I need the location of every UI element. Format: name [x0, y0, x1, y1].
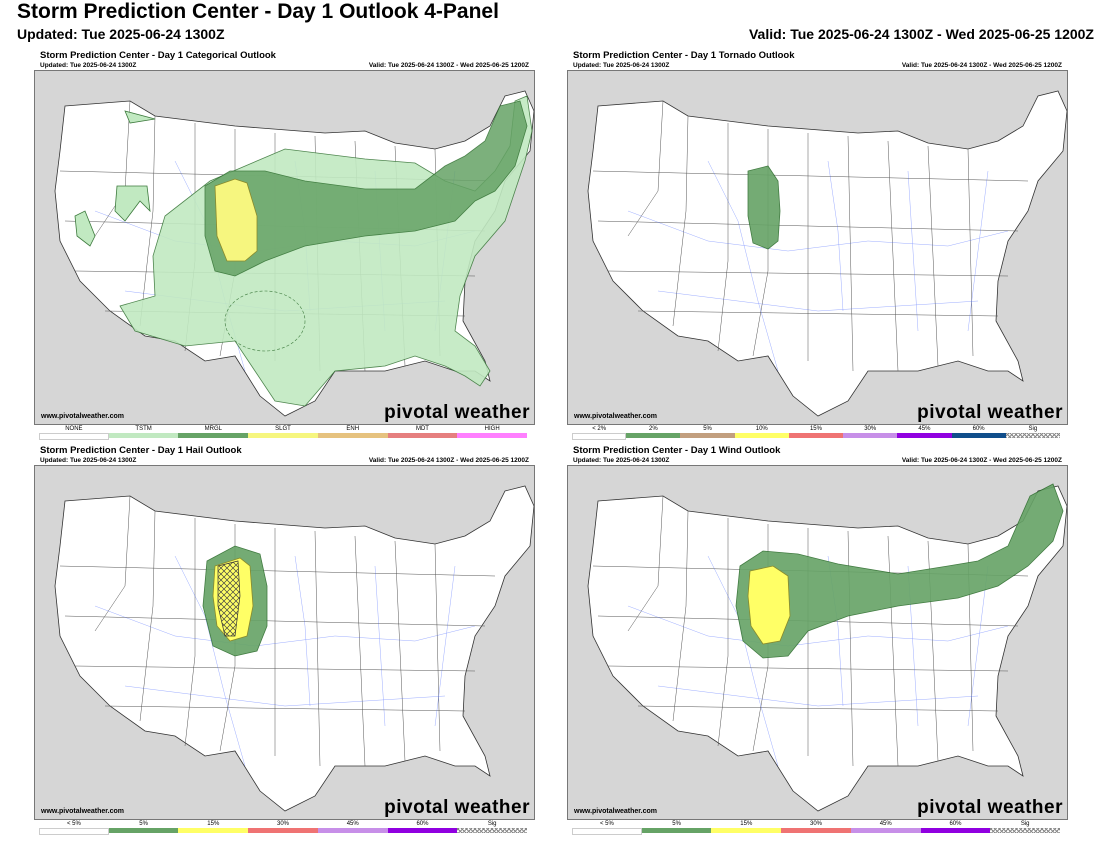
- panel-updated: Updated: Tue 2025-06-24 1300Z: [40, 457, 137, 464]
- panel-valid: Valid: Tue 2025-06-24 1300Z - Wed 2025-0…: [368, 457, 529, 464]
- map-wind[interactable]: www.pivotalweather.com pivotal weather: [567, 465, 1068, 820]
- legend-item: ENH: [317, 426, 388, 438]
- panel-title: Storm Prediction Center - Day 1 Tornado …: [573, 50, 795, 61]
- site-credit: www.pivotalweather.com: [574, 413, 657, 420]
- panel-updated: Updated: Tue 2025-06-24 1300Z: [573, 457, 670, 464]
- legend-item: NONE: [39, 426, 109, 440]
- panel-wind: Storm Prediction Center - Day 1 Wind Out…: [567, 445, 1068, 835]
- brand-logo: pivotal weather: [917, 797, 1063, 818]
- panel-updated: Updated: Tue 2025-06-24 1300Z: [573, 62, 670, 69]
- panel-tornado: Storm Prediction Center - Day 1 Tornado …: [567, 50, 1068, 440]
- map-canvas: [568, 466, 1067, 819]
- page-title: Storm Prediction Center - Day 1 Outlook …: [17, 0, 499, 23]
- legend-item: 30%: [248, 821, 318, 833]
- panel-title: Storm Prediction Center - Day 1 Categori…: [40, 50, 276, 61]
- legend-item: 10%: [734, 426, 789, 438]
- legend-item: < 2%: [572, 426, 627, 440]
- panel-valid: Valid: Tue 2025-06-24 1300Z - Wed 2025-0…: [901, 457, 1062, 464]
- legend-item: 15%: [711, 821, 782, 833]
- legend-item: < 5%: [572, 821, 642, 835]
- legend-item: 60%: [387, 821, 458, 833]
- legend-item: 5%: [641, 821, 712, 833]
- legend-item: 45%: [897, 426, 952, 438]
- legend-item: 30%: [781, 821, 851, 833]
- updated-time: Updated: Tue 2025-06-24 1300Z: [17, 26, 225, 42]
- legend-item: MDT: [387, 426, 458, 438]
- map-canvas: [35, 71, 534, 424]
- panel-title: Storm Prediction Center - Day 1 Wind Out…: [573, 445, 781, 456]
- valid-time: Valid: Tue 2025-06-24 1300Z - Wed 2025-0…: [748, 26, 1094, 42]
- map-canvas: [35, 466, 534, 819]
- site-credit: www.pivotalweather.com: [41, 413, 124, 420]
- legend-item: MRGL: [178, 426, 249, 438]
- legend-wind: < 5% 5% 15% 30% 45% 60% Sig: [572, 821, 1061, 835]
- legend-tornado: < 2% 2% 5% 10% 15% 30% 45% 60% Sig: [572, 426, 1060, 440]
- legend-item: 15%: [178, 821, 249, 833]
- tornado-2pct-area: [747, 165, 781, 250]
- brand-logo: pivotal weather: [917, 402, 1063, 423]
- wind-15pct-area: [747, 565, 791, 645]
- legend-item: HIGH: [457, 426, 528, 438]
- legend-item: 45%: [850, 821, 921, 833]
- map-tornado[interactable]: www.pivotalweather.com pivotal weather: [567, 70, 1068, 425]
- legend-item: 5%: [680, 426, 735, 438]
- legend-item: Sig: [1005, 426, 1060, 438]
- wind-5pct-area: [735, 483, 1064, 659]
- legend-item: 45%: [317, 821, 388, 833]
- panel-title: Storm Prediction Center - Day 1 Hail Out…: [40, 445, 242, 456]
- legend-item: TSTM: [108, 426, 179, 438]
- legend-item: 5%: [108, 821, 179, 833]
- legend-item: 60%: [920, 821, 991, 833]
- map-hail[interactable]: www.pivotalweather.com pivotal weather: [34, 465, 535, 820]
- legend-item: 2%: [626, 426, 681, 438]
- slgt-area: [214, 178, 258, 262]
- panel-categorical: Storm Prediction Center - Day 1 Categori…: [34, 50, 535, 440]
- panel-hail: Storm Prediction Center - Day 1 Hail Out…: [34, 445, 535, 835]
- legend-item: SLGT: [248, 426, 318, 438]
- panel-valid: Valid: Tue 2025-06-24 1300Z - Wed 2025-0…: [368, 62, 529, 69]
- legend-item: < 5%: [39, 821, 109, 835]
- legend-item: 15%: [788, 426, 844, 438]
- legend-item: 30%: [843, 426, 898, 438]
- mrgl-area: [204, 100, 528, 277]
- legend-item: Sig: [990, 821, 1061, 833]
- site-credit: www.pivotalweather.com: [41, 808, 124, 815]
- legend-hail: < 5% 5% 15% 30% 45% 60% Sig: [39, 821, 528, 835]
- brand-logo: pivotal weather: [384, 797, 530, 818]
- tstm-area: [119, 95, 533, 407]
- legend-item: Sig: [457, 821, 528, 833]
- map-categorical[interactable]: www.pivotalweather.com pivotal weather: [34, 70, 535, 425]
- brand-logo: pivotal weather: [384, 402, 530, 423]
- map-canvas: [568, 71, 1067, 424]
- site-credit: www.pivotalweather.com: [574, 808, 657, 815]
- legend-item: 60%: [951, 426, 1006, 438]
- panel-updated: Updated: Tue 2025-06-24 1300Z: [40, 62, 137, 69]
- panel-valid: Valid: Tue 2025-06-24 1300Z - Wed 2025-0…: [901, 62, 1062, 69]
- sig-hail-area: [217, 560, 241, 637]
- legend-categorical: NONE TSTM MRGL SLGT ENH MDT HIGH: [39, 426, 528, 440]
